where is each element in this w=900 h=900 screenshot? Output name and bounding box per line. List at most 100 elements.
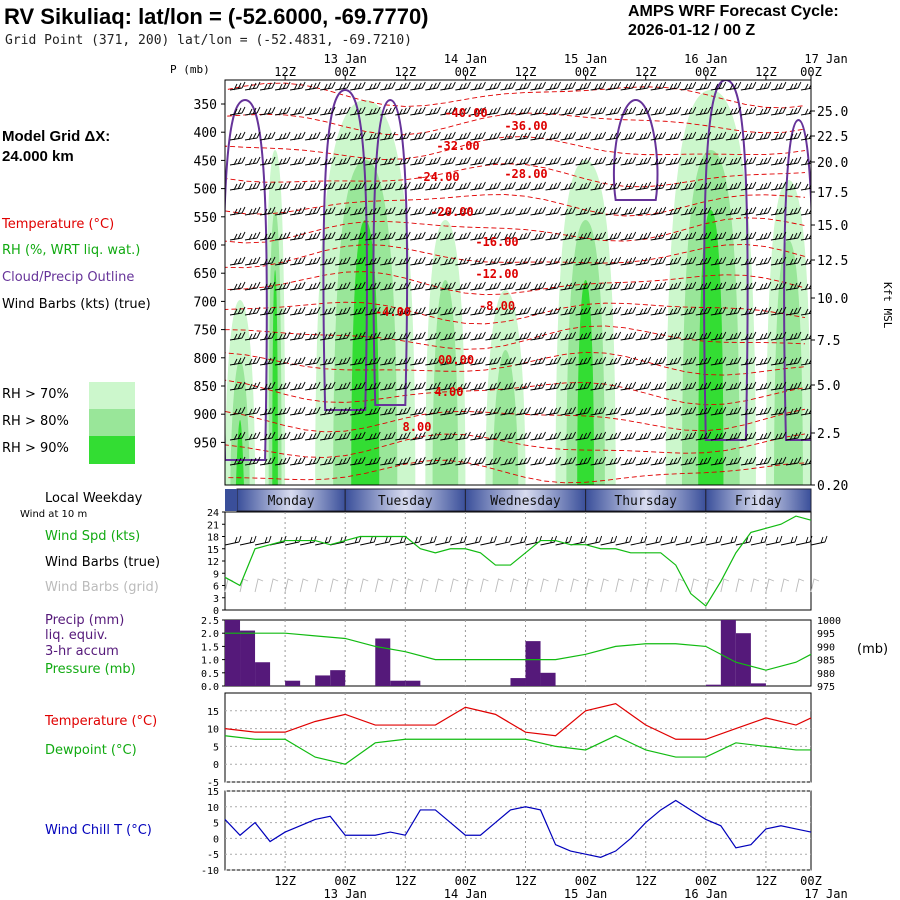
wind-barb (635, 256, 652, 266)
wind-barb (470, 431, 486, 441)
wind-barb (455, 281, 471, 291)
wind-barb (530, 406, 546, 416)
legend-accum: 3-hr accum (45, 644, 119, 659)
wind-barb-grid (675, 578, 684, 593)
wind-barb (305, 256, 321, 266)
wind-barb (425, 406, 441, 416)
wind-barb (500, 381, 516, 391)
wind-barb (350, 356, 366, 366)
wind-barb (515, 356, 531, 366)
weekday-label: Monday (268, 494, 315, 509)
kft-tick-label: 0.20 (817, 479, 848, 494)
wind-barb (350, 406, 366, 416)
wind-barb (680, 256, 697, 266)
wind-barb (470, 331, 486, 341)
wind-barb (410, 131, 426, 141)
wind-barb (290, 231, 306, 241)
wind-barb-grid (555, 578, 564, 593)
wind-barb (485, 181, 501, 191)
wind-barb (229, 256, 246, 266)
wind-barb (590, 156, 607, 166)
wind-barb (605, 356, 622, 366)
wind-barb (785, 206, 802, 216)
wind-barb (395, 356, 411, 366)
wind-barb (635, 281, 652, 291)
wind-tick-label: 21 (207, 520, 219, 531)
wind-barb (650, 106, 667, 116)
wind-barb (785, 181, 802, 191)
wind-barb (335, 131, 351, 141)
wind-barb-grid (269, 578, 279, 593)
wind-barb (785, 106, 802, 116)
wind-barb (485, 431, 501, 441)
wind-barb (650, 206, 667, 216)
wind-barb (710, 231, 727, 241)
wind-barb (395, 206, 411, 216)
wind-barb (560, 256, 576, 266)
precip-bar (705, 684, 721, 686)
wind-barb (320, 106, 336, 116)
wind-barb (275, 306, 291, 316)
kft-tick-label: 5.0 (817, 379, 840, 394)
precip-bar (735, 633, 751, 686)
wind-barb-true (239, 535, 257, 546)
wind-barb (560, 381, 576, 391)
wind-barb (590, 356, 607, 366)
wind-barb (665, 131, 682, 141)
wind-barb (695, 206, 712, 216)
wind-barb (335, 181, 351, 191)
wind-barb (575, 181, 592, 191)
wind-barb (350, 381, 366, 391)
wind-barb (440, 431, 456, 441)
temperature-label: -20.00 (430, 205, 473, 219)
windchill-panel: 15 10 5 0 -5 -10 12Z 00Z 12Z 00Z 12Z 00Z 12Z 00Z 12Z 00… (201, 787, 848, 900)
wind-barb-grid (404, 578, 414, 593)
wind-barb (620, 406, 637, 416)
wind-barb (305, 356, 321, 366)
time-label-top: 12Z (274, 65, 296, 79)
wind-barb (410, 431, 426, 441)
rh-region (351, 220, 380, 485)
wind-barb (290, 81, 306, 91)
wind-barb (605, 231, 622, 241)
wind-barb (305, 206, 321, 216)
legend-pressure: Pressure (mb) (45, 662, 136, 677)
wind-barb (755, 81, 772, 91)
wind-barb (410, 81, 426, 91)
wind-barb (710, 106, 727, 116)
wind-barb-grid (780, 578, 790, 593)
wind-barb (440, 406, 456, 416)
wind-barb (275, 206, 291, 216)
wind-barb (455, 331, 471, 341)
temperature-contour (225, 433, 806, 458)
wind-barb (575, 81, 592, 91)
wind-barb (560, 231, 576, 241)
wind-barb-true (420, 535, 437, 546)
wind-barb-true (660, 535, 678, 546)
wind-barb (800, 458, 811, 466)
wind-barb (440, 106, 456, 116)
wind-barb (710, 356, 727, 366)
wind-barb (335, 406, 351, 416)
time-label-bottom: 12Z (515, 874, 537, 888)
wind-barb (710, 306, 727, 316)
wind-barb-true (600, 535, 618, 546)
wind-barb (560, 456, 576, 466)
wind-barb (244, 431, 261, 441)
wind-barb (620, 456, 637, 466)
wind-barb (650, 431, 667, 441)
precip-bar (255, 662, 271, 686)
wind-barb (635, 206, 652, 216)
wind-barb (410, 206, 426, 216)
wind-barb (590, 206, 607, 216)
wind-barb (800, 433, 811, 441)
wind-barb (290, 331, 306, 341)
wind-barb (710, 206, 727, 216)
wind-barb (770, 306, 787, 316)
wind-barb (665, 431, 682, 441)
wind-barb (395, 256, 411, 266)
wind-barb (425, 156, 441, 166)
wind-barb (605, 81, 622, 91)
wind-barb (770, 106, 787, 116)
wind-barb (695, 81, 712, 91)
